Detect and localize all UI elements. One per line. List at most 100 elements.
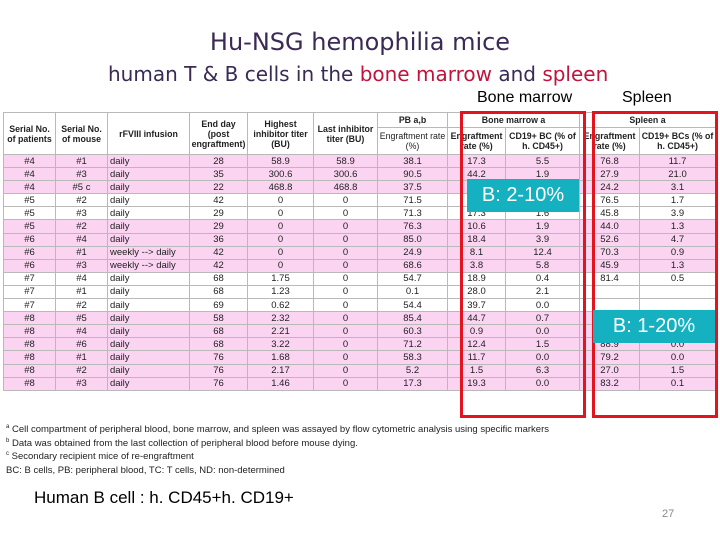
cell-highest-titer: 468.8 bbox=[247, 180, 314, 195]
cell-pb-rate: 71.2 bbox=[377, 337, 448, 352]
cell-bm-bc: 12.4 bbox=[505, 245, 580, 260]
table-row: #8 #1 daily 76 1.68 0 58.3 11.7 0.0 79.2 0.0 bbox=[3, 350, 716, 365]
cell-patient: #4 bbox=[3, 153, 56, 169]
cell-highest-titer: 1.46 bbox=[247, 376, 314, 391]
footnotes: a Cell compartment of peripheral blood, … bbox=[6, 422, 549, 477]
cell-highest-titer: 2.32 bbox=[247, 311, 314, 326]
cell-patient: #4 bbox=[3, 167, 56, 182]
bone-marrow-highlight-box bbox=[460, 111, 586, 418]
cell-infusion: daily bbox=[107, 232, 190, 247]
cell-pb-rate: 90.5 bbox=[377, 167, 448, 182]
cell-bm-bc: 3.9 bbox=[505, 232, 580, 247]
bone-marrow-b-cell-callout: B: 2-10% bbox=[467, 179, 579, 212]
spleen-label: Spleen bbox=[622, 89, 672, 106]
cell-patient: #8 bbox=[3, 350, 56, 365]
cell-patient: #6 bbox=[3, 245, 56, 260]
cell-last-titer: 0 bbox=[313, 271, 378, 286]
footnote-mark: c bbox=[6, 451, 9, 458]
footnote: a Cell compartment of peripheral blood, … bbox=[6, 422, 549, 436]
cell-pb-rate: 85.0 bbox=[377, 232, 448, 247]
cell-end-day: 36 bbox=[189, 232, 248, 247]
header-pb: PB a,b bbox=[377, 112, 448, 128]
cell-mouse: #4 bbox=[55, 232, 108, 247]
cell-infusion: daily bbox=[107, 350, 190, 365]
cell-last-titer: 468.8 bbox=[313, 180, 378, 195]
cell-mouse: #2 bbox=[55, 298, 108, 313]
cell-highest-titer: 0 bbox=[247, 245, 314, 260]
cell-patient: #8 bbox=[3, 324, 56, 339]
cell-pb-rate: 54.4 bbox=[377, 298, 448, 313]
cell-spleen-bc: 1.3 bbox=[639, 219, 716, 234]
cell-mouse: #3 bbox=[55, 167, 108, 182]
cell-last-titer: 0 bbox=[313, 376, 378, 391]
cell-patient: #6 bbox=[3, 258, 56, 273]
cell-highest-titer: 3.22 bbox=[247, 337, 314, 352]
cell-mouse: #1 bbox=[55, 245, 108, 260]
footnote-text: Data was obtained from the last collecti… bbox=[9, 437, 358, 449]
cell-bm-bc: 0.0 bbox=[505, 298, 580, 313]
cell-infusion: daily bbox=[107, 219, 190, 234]
subtitle-and: and bbox=[491, 62, 543, 86]
cell-spleen-bc: 0.5 bbox=[639, 271, 716, 286]
cell-last-titer: 58.9 bbox=[313, 153, 378, 169]
cell-mouse: #2 bbox=[55, 193, 108, 208]
cell-highest-titer: 0 bbox=[247, 258, 314, 273]
cell-pb-rate: 76.3 bbox=[377, 219, 448, 234]
page-number: 27 bbox=[662, 508, 675, 520]
cell-last-titer: 0 bbox=[313, 311, 378, 326]
cell-end-day: 76 bbox=[189, 363, 248, 378]
cell-patient: #5 bbox=[3, 219, 56, 234]
cell-end-day: 42 bbox=[189, 245, 248, 260]
cell-end-day: 76 bbox=[189, 350, 248, 365]
cell-last-titer: 0 bbox=[313, 284, 378, 300]
cell-patient: #5 bbox=[3, 206, 56, 221]
cell-pb-rate: 24.9 bbox=[377, 245, 448, 260]
cell-spleen-bc: 4.7 bbox=[639, 232, 716, 247]
cell-end-day: 68 bbox=[189, 324, 248, 339]
footnote: BC: B cells, PB: peripheral blood, TC: T… bbox=[6, 463, 549, 477]
cell-patient: #8 bbox=[3, 311, 56, 326]
header-bone-marrow: Bone marrow a bbox=[447, 112, 580, 128]
cell-infusion: daily bbox=[107, 180, 190, 195]
table-row: #7 #2 daily 69 0.62 0 54.4 39.7 0.0 bbox=[3, 298, 716, 313]
cell-end-day: 58 bbox=[189, 311, 248, 326]
header-last-titer: Last inhibitor titer (BU) bbox=[313, 112, 378, 155]
cell-mouse: #2 bbox=[55, 219, 108, 234]
cell-last-titer: 0 bbox=[313, 245, 378, 260]
header-serial-patients: Serial No. of patients bbox=[3, 112, 56, 155]
cell-mouse: #5 bbox=[55, 311, 108, 326]
cell-infusion: daily bbox=[107, 337, 190, 352]
cell-mouse: #1 bbox=[55, 153, 108, 169]
cell-last-titer: 0 bbox=[313, 298, 378, 313]
header-spleen-bc: CD19+ BCs (% of h. CD45+) bbox=[639, 127, 716, 155]
cell-pb-rate: 54.7 bbox=[377, 271, 448, 286]
cell-end-day: 76 bbox=[189, 376, 248, 391]
cell-last-titer: 0 bbox=[313, 258, 378, 273]
header-bm-rate: Engraftment rate (%) bbox=[447, 127, 506, 155]
cell-highest-titer: 2.21 bbox=[247, 324, 314, 339]
cell-patient: #8 bbox=[3, 376, 56, 391]
cell-end-day: 29 bbox=[189, 219, 248, 234]
cell-end-day: 28 bbox=[189, 153, 248, 169]
cell-pb-rate: 71.3 bbox=[377, 206, 448, 221]
cell-pb-rate: 38.1 bbox=[377, 153, 448, 169]
cell-highest-titer: 0 bbox=[247, 193, 314, 208]
cell-last-titer: 0 bbox=[313, 337, 378, 352]
cell-infusion: daily bbox=[107, 376, 190, 391]
header-spleen-rate: Engraftment rate (%) bbox=[579, 127, 640, 155]
table-row: #6 #4 daily 36 0 0 85.0 18.4 3.9 52.6 4.7 bbox=[3, 232, 716, 247]
cell-infusion: daily bbox=[107, 284, 190, 300]
cell-mouse: #2 bbox=[55, 363, 108, 378]
subtitle-prefix: human T & B cells in the bbox=[108, 62, 360, 86]
cell-highest-titer: 1.75 bbox=[247, 271, 314, 286]
cell-infusion: weekly --> daily bbox=[107, 245, 190, 260]
header-pb-rate: Engraftment rate (%) bbox=[377, 127, 448, 155]
b-cell-definition: Human B cell : h. CD45+h. CD19+ bbox=[34, 488, 294, 507]
cell-end-day: 22 bbox=[189, 180, 248, 195]
cell-pb-rate: 17.3 bbox=[377, 376, 448, 391]
table-row: #4 #1 daily 28 58.9 58.9 38.1 17.3 5.5 76.8 11.7 bbox=[3, 153, 716, 169]
cell-mouse: #3 bbox=[55, 376, 108, 391]
cell-infusion: daily bbox=[107, 311, 190, 326]
cell-patient: #5 bbox=[3, 193, 56, 208]
footnote-mark: a bbox=[6, 424, 10, 430]
